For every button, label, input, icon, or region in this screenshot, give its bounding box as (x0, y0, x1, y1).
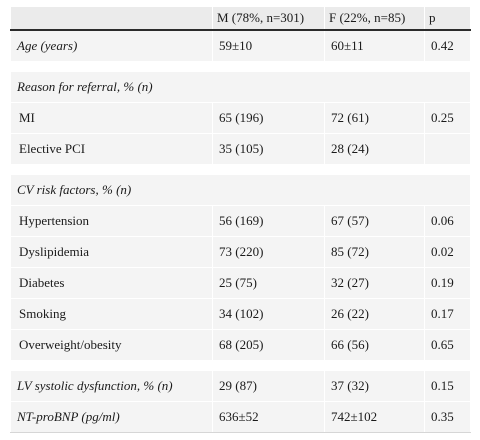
cell-female: 67 (57) (324, 205, 425, 237)
row-label: Diabetes (10, 267, 213, 299)
row-label: Smoking (10, 298, 213, 330)
cell-male: 73 (220) (212, 236, 325, 268)
table-row-mi: MI 65 (196) 72 (61) 0.25 (10, 102, 471, 134)
cell-p: 0.17 (424, 298, 471, 330)
row-label: Hypertension (10, 205, 213, 237)
cell-male: 34 (102) (212, 298, 325, 330)
table-row-hypertension: Hypertension 56 (169) 67 (57) 0.06 (10, 205, 471, 237)
cell-female: 26 (22) (324, 298, 425, 330)
cell-male: 56 (169) (212, 205, 325, 237)
cell-p: 0.25 (424, 102, 471, 134)
cell-female: 28 (24) (324, 133, 425, 165)
row-label: LV systolic dysfunction, % (n) (10, 370, 213, 402)
section-row-referral: Reason for referral, % (n) (10, 71, 471, 103)
table-row-pci: Elective PCI 35 (105) 28 (24) (10, 133, 471, 165)
cell-female: 85 (72) (324, 236, 425, 268)
header-row: M (78%, n=301) F (22%, n=85) p (10, 6, 471, 31)
table-container: M (78%, n=301) F (22%, n=85) p Age (year… (10, 6, 471, 433)
spacer-row (10, 360, 471, 371)
cell-male: 68 (205) (212, 329, 325, 361)
table-row-dyslipidemia: Dyslipidemia 73 (220) 85 (72) 0.02 (10, 236, 471, 268)
section-row-cv-risk: CV risk factors, % (n) (10, 174, 471, 206)
row-label: NT-proBNP (pg/ml) (10, 401, 213, 433)
row-label: Elective PCI (10, 133, 213, 165)
cell-male: 35 (105) (212, 133, 325, 165)
table-row-lv-dysfunction: LV systolic dysfunction, % (n) 29 (87) 3… (10, 370, 471, 402)
spacer-row (10, 164, 471, 175)
table-row-smoking: Smoking 34 (102) 26 (22) 0.17 (10, 298, 471, 330)
cell-p: 0.65 (424, 329, 471, 361)
header-male: M (78%, n=301) (212, 6, 325, 31)
table-row-age: Age (years) 59±10 60±11 0.42 (10, 29, 471, 62)
cell-female: 32 (27) (324, 267, 425, 299)
cell-female: 72 (61) (324, 102, 425, 134)
header-p: p (424, 6, 471, 31)
cell-female: 60±11 (324, 29, 425, 62)
cell-female: 66 (56) (324, 329, 425, 361)
row-label: Overweight/obesity (10, 329, 213, 361)
table-row-obesity: Overweight/obesity 68 (205) 66 (56) 0.65 (10, 329, 471, 361)
cell-p: 0.15 (424, 370, 471, 402)
cell-male: 59±10 (212, 29, 325, 62)
header-label (10, 6, 213, 31)
cell-male: 25 (75) (212, 267, 325, 299)
cell-male: 65 (196) (212, 102, 325, 134)
cell-p: 0.35 (424, 401, 471, 433)
cell-p: 0.42 (424, 29, 471, 62)
cell-p (424, 133, 471, 165)
table-row-diabetes: Diabetes 25 (75) 32 (27) 0.19 (10, 267, 471, 299)
cell-male: 29 (87) (212, 370, 325, 402)
cell-p: 0.02 (424, 236, 471, 268)
table-row-ntprobnp: NT-proBNP (pg/ml) 636±52 742±102 0.35 (10, 401, 471, 433)
header-female: F (22%, n=85) (324, 6, 425, 31)
patient-characteristics-table: M (78%, n=301) F (22%, n=85) p Age (year… (10, 6, 471, 433)
section-title: CV risk factors, % (n) (10, 174, 471, 206)
row-label: Dyslipidemia (10, 236, 213, 268)
cell-male: 636±52 (212, 401, 325, 433)
section-title: Reason for referral, % (n) (10, 71, 471, 103)
cell-female: 37 (32) (324, 370, 425, 402)
cell-p: 0.19 (424, 267, 471, 299)
cell-p: 0.06 (424, 205, 471, 237)
cell-female: 742±102 (324, 401, 425, 433)
spacer-row (10, 61, 471, 72)
row-label: Age (years) (10, 29, 213, 62)
row-label: MI (10, 102, 213, 134)
